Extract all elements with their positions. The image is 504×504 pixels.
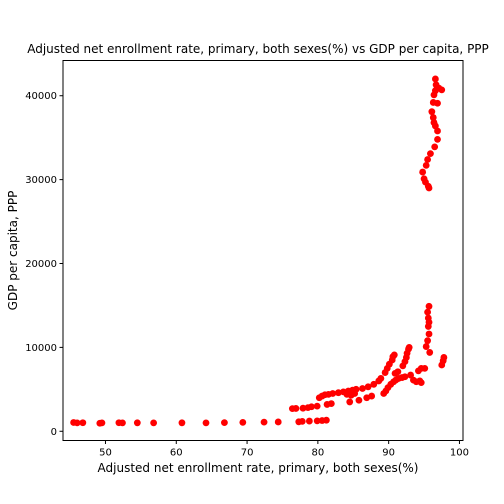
data-point — [313, 402, 321, 410]
data-point — [351, 390, 359, 397]
x-tick-label: 90 — [382, 448, 395, 459]
data-point — [425, 184, 433, 192]
data-point — [308, 403, 315, 411]
x-tick-label: 60 — [170, 448, 183, 459]
data-point — [150, 419, 158, 427]
plot-frame — [62, 60, 464, 441]
data-point — [221, 419, 228, 427]
data-point — [425, 330, 433, 338]
y-tick-label: 30000 — [25, 175, 57, 186]
data-point — [370, 380, 378, 388]
data-point — [79, 419, 87, 427]
data-point — [430, 119, 438, 126]
data-point — [377, 375, 385, 382]
data-point — [394, 368, 402, 376]
data-point — [427, 150, 434, 158]
data-point — [368, 392, 376, 400]
y-tick-label: 20000 — [25, 259, 57, 270]
data-point — [407, 371, 415, 379]
y-axis-ticks: 0 10000 20000 30000 40000 — [25, 91, 63, 438]
data-point — [322, 416, 330, 424]
y-axis-label: GDP per capita, PPP — [6, 191, 20, 311]
data-point — [346, 398, 354, 406]
data-point — [432, 81, 440, 89]
data-point — [431, 143, 439, 151]
data-point — [401, 373, 409, 381]
data-point — [440, 354, 448, 361]
data-point — [419, 168, 427, 176]
data-point — [390, 351, 398, 359]
y-tick-label: 10000 — [25, 343, 57, 354]
data-point — [424, 308, 432, 316]
x-axis-label: Adjusted net enrollment rate, primary, b… — [98, 461, 419, 475]
data-point — [429, 114, 437, 121]
data-point — [434, 135, 441, 143]
x-tick-label: 100 — [450, 448, 469, 459]
data-point — [274, 418, 282, 426]
y-tick-label: 0 — [51, 427, 57, 438]
data-point — [438, 86, 446, 94]
data-point — [424, 337, 432, 345]
data-point — [422, 343, 430, 350]
data-point — [178, 419, 186, 427]
data-point — [424, 156, 432, 163]
data-point — [73, 419, 81, 427]
y-tick-label: 40000 — [25, 91, 57, 102]
data-point — [133, 419, 141, 427]
data-point — [424, 314, 432, 322]
data-point — [327, 400, 335, 407]
data-point — [299, 404, 307, 412]
data-point — [119, 419, 126, 427]
x-tick-label: 50 — [99, 448, 112, 459]
data-point — [425, 302, 433, 310]
chart-title: Adjusted net enrollment rate, primary, b… — [27, 42, 489, 56]
data-point — [422, 161, 430, 169]
data-point — [426, 349, 434, 356]
data-point — [428, 108, 436, 116]
data-points — [70, 75, 448, 427]
data-point — [364, 383, 372, 391]
data-point — [405, 343, 413, 351]
data-point — [292, 405, 300, 412]
data-point — [431, 75, 439, 83]
data-point — [417, 379, 425, 387]
data-point — [355, 396, 363, 404]
data-point — [329, 390, 337, 397]
x-axis-ticks: 50 60 70 80 90 100 — [99, 440, 469, 459]
data-point — [313, 417, 321, 425]
data-point — [421, 364, 429, 372]
data-point — [305, 417, 313, 425]
data-point — [202, 419, 210, 427]
data-point — [239, 418, 247, 426]
data-point — [260, 418, 268, 426]
data-point — [98, 419, 106, 427]
x-tick-label: 80 — [312, 448, 325, 459]
data-point — [434, 99, 441, 107]
data-point — [359, 385, 366, 392]
x-tick-label: 70 — [241, 448, 254, 459]
data-point — [298, 417, 306, 425]
